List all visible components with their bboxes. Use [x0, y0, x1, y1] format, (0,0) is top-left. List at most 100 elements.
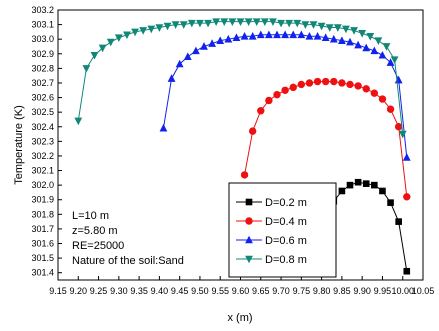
data-point — [171, 21, 180, 29]
data-point — [212, 18, 221, 26]
data-point — [374, 37, 383, 45]
y-tick-labels: 301.4 301.5 301.6 301.7 301.8 301.9 302.0 302.1… — [31, 5, 54, 278]
data-point — [289, 83, 297, 92]
data-point — [74, 117, 83, 126]
data-point — [354, 40, 363, 49]
data-point — [346, 37, 354, 46]
data-point — [325, 24, 334, 32]
x-tick-label: 9.25 — [90, 286, 108, 296]
x-axis-title: x (m) — [227, 312, 252, 324]
data-point — [362, 85, 370, 93]
data-point — [273, 90, 281, 99]
x-tick-label: 9.45 — [171, 286, 189, 296]
data-point — [220, 18, 229, 26]
data-point — [285, 19, 294, 28]
y-tick-label: 303.2 — [31, 5, 54, 15]
data-point — [329, 34, 338, 43]
data-point — [248, 31, 257, 40]
legend-marker — [245, 217, 253, 225]
annotation-line: Nature of the soil:Sand — [72, 255, 184, 267]
data-point — [390, 56, 399, 64]
data-point — [281, 86, 289, 94]
data-point — [394, 123, 403, 131]
plot-area-frame — [57, 9, 424, 281]
data-point — [236, 18, 245, 26]
y-tick-label: 302.0 — [31, 180, 54, 190]
data-point — [338, 79, 346, 87]
x-tick-label: 9.90 — [353, 286, 371, 296]
data-point — [269, 18, 277, 26]
data-point — [387, 199, 394, 206]
y-tick-label: 302.2 — [31, 151, 54, 161]
data-point — [394, 75, 403, 84]
x-tick-label: 10.00 — [391, 286, 414, 296]
data-point — [403, 193, 411, 201]
data-point — [252, 18, 261, 26]
y-tick-label: 303.1 — [31, 20, 54, 30]
x-tick-labels: 9.15 9.20 9.25 9.30 9.35 9.40 9.45 9.50 9.55 9.60… — [49, 286, 434, 296]
data-point — [386, 105, 395, 113]
data-point — [370, 89, 379, 97]
data-point — [371, 181, 378, 189]
data-point — [293, 19, 302, 28]
data-point — [338, 187, 346, 195]
data-point — [82, 65, 91, 73]
legend-marker — [245, 235, 253, 244]
data-point — [386, 58, 395, 66]
data-point — [333, 24, 342, 32]
data-point — [382, 43, 391, 51]
data-point — [273, 30, 281, 39]
data-point — [362, 43, 371, 52]
y-tick-label: 301.4 — [31, 268, 54, 278]
x-tick-label: 9.55 — [211, 286, 229, 296]
data-point — [183, 52, 192, 61]
data-point — [191, 46, 200, 55]
x-tick-label: 9.65 — [252, 286, 270, 296]
data-point — [147, 25, 156, 34]
y-tick-label: 302.1 — [31, 166, 54, 176]
y-tick-label: 302.6 — [31, 93, 54, 103]
data-point — [362, 180, 370, 187]
data-point — [248, 127, 257, 135]
annotation-block: L=10 m z=5.80 m RE=25000 Nature of the soil… — [72, 210, 184, 267]
data-point — [204, 19, 212, 28]
data-point — [240, 31, 249, 40]
data-point — [313, 31, 322, 40]
data-point — [175, 59, 184, 68]
x-tick-label: 9.75 — [293, 286, 311, 296]
data-point — [301, 21, 310, 29]
data-point — [378, 95, 387, 103]
data-point — [123, 31, 131, 40]
data-point — [232, 33, 241, 42]
y-tick-label: 302.4 — [31, 122, 54, 132]
data-point — [98, 44, 107, 53]
data-point — [264, 30, 273, 39]
data-point — [309, 21, 318, 29]
data-point — [163, 22, 172, 31]
data-point — [321, 77, 330, 86]
data-point — [228, 18, 237, 26]
data-point — [403, 267, 411, 275]
legend-label: D=0.6 m — [265, 235, 307, 247]
data-point — [330, 77, 338, 86]
y-axis-title: Temperature (K) — [13, 105, 25, 184]
y-tick-label: 301.7 — [31, 224, 54, 234]
data-point — [297, 30, 306, 39]
data-point — [179, 21, 188, 29]
x-tick-label: 9.40 — [151, 286, 169, 296]
data-point — [337, 36, 346, 44]
data-point — [208, 39, 217, 47]
data-point — [224, 34, 233, 43]
data-point — [297, 80, 306, 89]
data-point — [395, 218, 402, 225]
annotation-line: L=10 m — [72, 210, 109, 222]
data-point — [196, 19, 204, 28]
legend-marker — [245, 198, 253, 206]
series-4 — [74, 18, 407, 139]
x-tick-label: 9.50 — [191, 286, 209, 296]
data-point — [106, 38, 115, 47]
data-point — [277, 19, 285, 28]
series-line — [162, 34, 408, 158]
data-point — [265, 96, 273, 105]
